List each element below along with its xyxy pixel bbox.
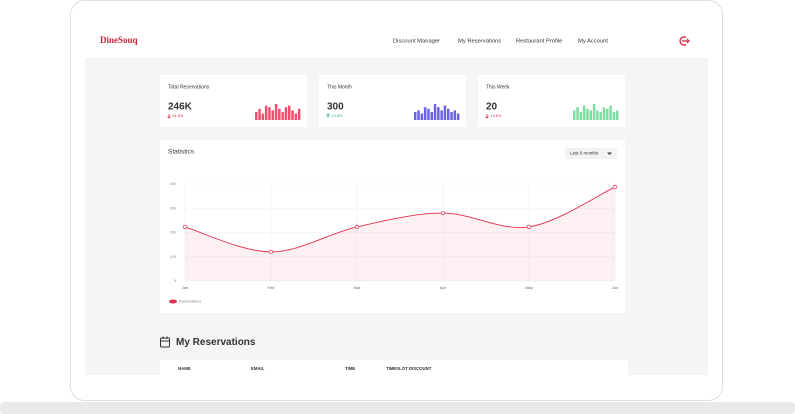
point — [440, 210, 446, 216]
spark-bar — [602, 107, 606, 120]
spark-bar — [427, 108, 430, 120]
spark-bar — [255, 112, 258, 120]
spark-bar — [291, 110, 294, 120]
spark-bar — [589, 110, 592, 120]
logout-icon[interactable] — [679, 36, 690, 46]
spark-bar — [573, 110, 576, 120]
chart-title: Statistics — [168, 149, 195, 156]
spark-bar — [450, 112, 453, 120]
spark-bar — [612, 112, 616, 120]
point — [268, 249, 274, 255]
spark-bar — [430, 112, 433, 120]
period-dropdown[interactable] — [565, 148, 617, 159]
point — [354, 224, 360, 230]
line — [184, 186, 616, 253]
y-tick-label: 400 — [170, 182, 176, 186]
spark-bar — [417, 110, 420, 120]
column-header: EMAIL — [251, 366, 265, 371]
spark-bar — [271, 110, 274, 120]
spark-bar — [592, 104, 596, 120]
column-header: TIMESLOT DISCOUNT — [386, 366, 432, 371]
spark-bar — [264, 105, 268, 120]
spark-bar — [453, 110, 457, 120]
change-arrow — [167, 114, 171, 119]
top-bar — [85, 25, 708, 58]
point — [182, 224, 188, 230]
spark-bar — [420, 113, 424, 120]
stat-value: 20 — [486, 102, 498, 113]
spark-bar — [297, 108, 301, 120]
spark-bar — [443, 105, 447, 120]
y-tick-label: 300 — [170, 206, 176, 210]
stat-change: 61.8% — [173, 114, 184, 118]
stat-value: 300 — [327, 102, 344, 113]
point — [526, 224, 532, 230]
nav-link[interactable]: Discount Manager — [393, 39, 440, 45]
spark-bar — [261, 113, 265, 120]
column-header: TIME — [345, 366, 355, 371]
point — [612, 184, 618, 190]
statistics-card — [160, 140, 625, 313]
y-tick-label: 200 — [170, 231, 176, 235]
stat-title: Total Reservations — [168, 84, 210, 90]
x-tick-label: Apr — [440, 285, 447, 290]
spark-bar — [609, 105, 612, 120]
spark-bar — [615, 110, 619, 120]
period-label[interactable]: Last 6 months — [570, 151, 599, 156]
change-arrow — [326, 113, 330, 118]
stat-change: 19.8% — [491, 114, 502, 118]
spark-bar — [599, 112, 602, 120]
x-tick-label: Jan — [182, 285, 188, 290]
spark-bar — [281, 112, 284, 120]
spark-bar — [414, 112, 417, 120]
x-tick-label: May — [525, 285, 533, 290]
spark-bar — [278, 108, 281, 120]
area — [185, 186, 615, 281]
spark-bar — [440, 110, 443, 120]
dropdown-caret — [607, 152, 612, 155]
stat-value: 246K — [168, 102, 193, 113]
spark-bar — [258, 108, 261, 120]
spark-bar — [423, 107, 427, 120]
spark-bar — [288, 105, 291, 120]
x-tick-label: Mar — [354, 285, 362, 290]
spark-bar — [576, 107, 579, 120]
spark-bar — [284, 107, 288, 120]
nav-link[interactable]: My Account — [578, 39, 608, 45]
spark-bar — [456, 113, 460, 120]
spark-bar — [294, 113, 298, 120]
x-tick-label: Feb — [268, 285, 276, 290]
nav-link[interactable]: My Reservations — [458, 39, 501, 45]
logo[interactable]: DineSouq — [100, 35, 138, 45]
x-tick-label: Jun — [612, 285, 618, 290]
spark-bar — [586, 108, 589, 120]
table-header — [160, 360, 628, 375]
legend-swatch — [169, 299, 177, 304]
nav-link[interactable]: Restaurant Profile — [516, 39, 562, 45]
legend-label: Reservations — [179, 300, 201, 304]
y-tick-label: 100 — [170, 255, 176, 259]
stat-title: This Month — [327, 84, 352, 90]
column-header: NAME — [178, 366, 191, 371]
section-title: My Reservations — [176, 337, 256, 348]
spark-bar — [606, 108, 609, 120]
spark-bar — [582, 105, 586, 120]
calendar-icon — [160, 336, 170, 348]
spark-bar — [437, 107, 440, 120]
spark-bar — [596, 110, 599, 120]
spark-bar — [447, 108, 450, 120]
spark-bar — [274, 104, 278, 120]
spark-bar — [268, 107, 271, 120]
stat-change: 13.8% — [332, 114, 343, 118]
spark-bar — [433, 104, 437, 120]
spark-bar — [579, 112, 583, 120]
laptop-base — [0, 402, 795, 414]
change-arrow — [485, 114, 489, 119]
y-tick-label: 0 — [174, 279, 176, 283]
stat-title: This Week — [486, 84, 510, 90]
